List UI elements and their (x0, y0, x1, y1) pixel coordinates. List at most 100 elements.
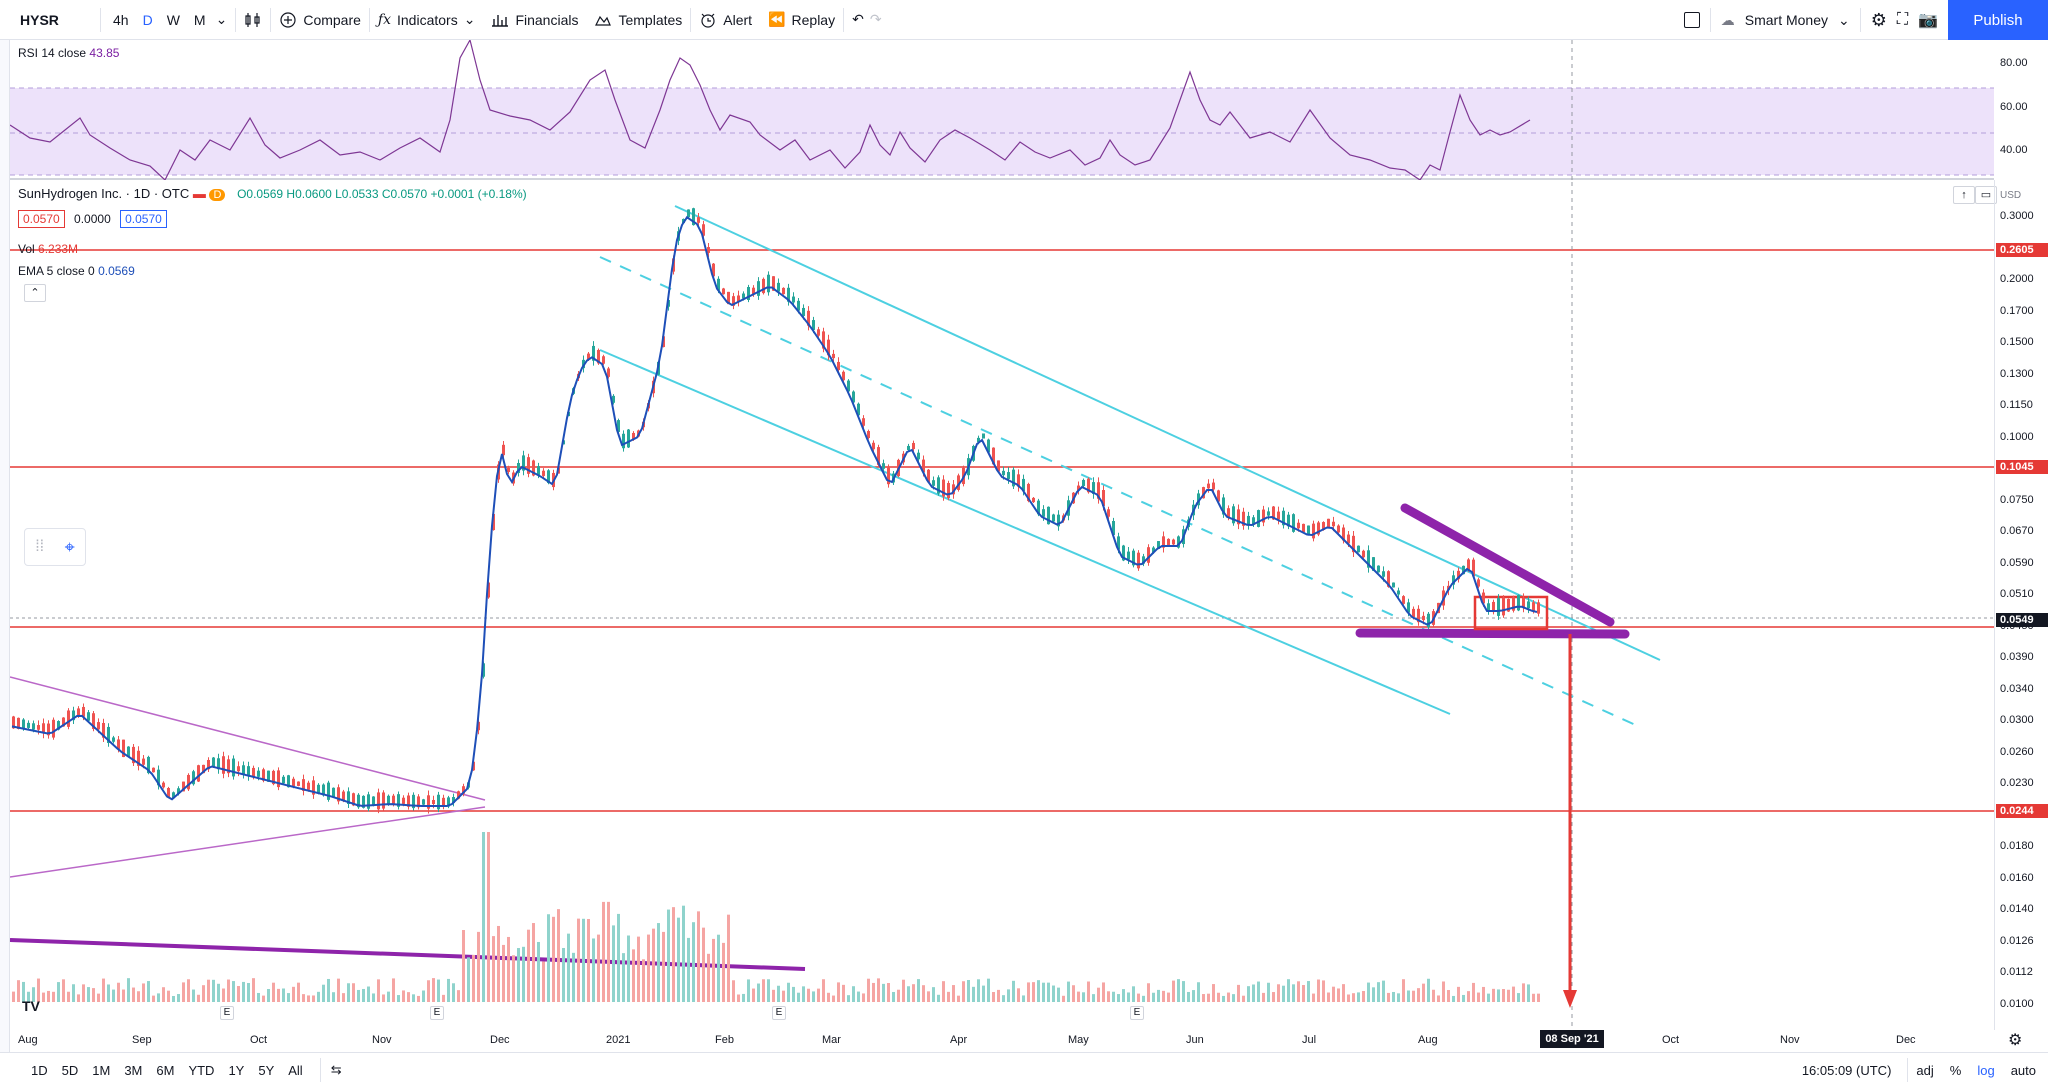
candle-body (357, 794, 360, 808)
earnings-marker[interactable]: E (1130, 1006, 1144, 1020)
volume-bar (442, 994, 445, 1002)
earnings-marker[interactable]: E (772, 1006, 786, 1020)
candle-body (77, 708, 80, 716)
compare-button[interactable]: Compare (271, 0, 369, 40)
candle-body (297, 781, 300, 786)
price-tick: 0.1700 (2000, 304, 2034, 317)
adj-toggle[interactable]: adj (1916, 1062, 1934, 1078)
percent-toggle[interactable]: % (1949, 1062, 1962, 1078)
auto-toggle[interactable]: auto (2010, 1062, 2036, 1078)
volume-bar (817, 988, 820, 1002)
replay-label: Replay (791, 11, 836, 28)
current-price-label: 0.0549 (1996, 613, 2048, 627)
log-toggle[interactable]: log (1977, 1062, 1995, 1078)
range-all[interactable]: All (288, 1062, 303, 1078)
volume-bar (867, 978, 870, 1002)
layout-name[interactable]: Smart Money (1744, 12, 1828, 28)
candle-body (827, 339, 830, 356)
range-ytd[interactable]: YTD (188, 1062, 215, 1078)
crosshair-icon[interactable]: ⌖ (64, 536, 75, 557)
currency-label[interactable]: USD (2000, 190, 2022, 201)
interval-m[interactable]: M (193, 11, 206, 28)
volume-bar (412, 994, 415, 1002)
volume-bar (847, 995, 850, 1002)
range-1d[interactable]: 1D (31, 1062, 48, 1078)
market-status-badge[interactable]: D (209, 189, 226, 201)
volume-bar (1452, 995, 1455, 1002)
chart-type-button[interactable] (236, 0, 270, 40)
maximize-pane-icon[interactable]: ▭ (1975, 186, 1997, 204)
collapse-legend-button[interactable]: ⌃ (24, 284, 46, 302)
volume-bar (1142, 995, 1145, 1002)
interval-w[interactable]: W (166, 11, 180, 28)
candle-body (412, 794, 415, 809)
alert-button[interactable]: Alert (691, 0, 760, 40)
candle-body (1372, 557, 1375, 571)
symbol-search[interactable]: HYSR (20, 11, 59, 28)
volume-bar (842, 984, 845, 1002)
candle-body (507, 467, 510, 473)
volume-bar (1402, 979, 1405, 1002)
candle-body (197, 765, 200, 782)
utc-clock[interactable]: 16:05:09 (UTC) (1801, 1062, 1892, 1078)
candle-body (1362, 550, 1365, 558)
templates-button[interactable]: Templates (586, 0, 690, 40)
ema-legend: EMA 5 close 0 0.0569 (18, 264, 135, 278)
interval-d[interactable]: D (142, 11, 153, 28)
candle-body (1282, 510, 1285, 526)
volume-bar (372, 993, 375, 1002)
candle-body (347, 791, 350, 805)
rsi-band (10, 88, 1994, 175)
candle-body (212, 757, 215, 768)
symbol-title[interactable]: SunHydrogen Inc. · 1D · OTC (18, 186, 190, 201)
goto-date-icon[interactable]: ⇆ (330, 1062, 342, 1077)
dots-handle-icon[interactable]: ⁞⁞ (35, 538, 45, 555)
chevron-down-icon[interactable]: ⌄ (215, 11, 228, 27)
price-tick: 0.0300 (2000, 714, 2034, 726)
volume-bar (1332, 986, 1335, 1002)
volume-bar (482, 832, 485, 1002)
range-5y[interactable]: 5Y (258, 1062, 275, 1078)
earnings-marker[interactable]: E (220, 1006, 234, 1020)
gear-icon[interactable]: ⚙ (1870, 9, 1887, 30)
volume-bar (392, 978, 395, 1002)
rsi-plot (10, 40, 1994, 180)
volume-bar (1067, 981, 1070, 1002)
candle-body (822, 331, 825, 349)
candle-body (1457, 570, 1460, 580)
interval-4h[interactable]: 4h (113, 11, 129, 28)
volume-bar (687, 937, 690, 1002)
financials-button[interactable]: Financials (483, 0, 586, 40)
volume-bar (977, 979, 980, 1002)
range-6m[interactable]: 6M (156, 1062, 175, 1078)
range-1m[interactable]: 1M (92, 1062, 111, 1078)
bid-price[interactable]: 0.0570 (18, 210, 65, 228)
compare-label: Compare (303, 11, 361, 28)
replay-button[interactable]: ⏪ Replay (760, 0, 843, 40)
candle-body (627, 429, 630, 448)
volume-bar (232, 981, 235, 1002)
indicators-button[interactable]: ƒx Indicators ⌄ (370, 0, 484, 40)
volume-bar (1132, 986, 1135, 1002)
candle-body (312, 780, 315, 795)
move-up-icon[interactable]: ↑ (1953, 186, 1975, 204)
price-tick: 0.1000 (2000, 430, 2034, 443)
candle-body (1092, 482, 1095, 494)
drawing-zoom-widget[interactable]: ⁞⁞ ⌖ (24, 528, 86, 566)
expand-icon[interactable]: ⛶ (1896, 11, 1909, 28)
candle-body (757, 281, 760, 296)
fullscreen-toggle-icon[interactable] (1683, 12, 1700, 28)
range-5d[interactable]: 5D (61, 1062, 79, 1078)
range-3m[interactable]: 3M (124, 1062, 143, 1078)
level-label-low: 0.0244 (1996, 804, 2048, 818)
candle-body (482, 663, 485, 677)
chevron-down-icon[interactable]: ⌄ (1838, 11, 1850, 28)
redo-icon[interactable]: ↷ (869, 11, 882, 27)
undo-icon[interactable]: ↶ (852, 11, 864, 27)
range-1y[interactable]: 1Y (228, 1062, 245, 1078)
camera-icon[interactable]: 📷 (1918, 12, 1938, 29)
publish-button[interactable]: Publish (1948, 0, 2048, 40)
gear-icon[interactable]: ⚙ (2008, 1032, 2023, 1049)
ask-price[interactable]: 0.0570 (120, 210, 167, 228)
earnings-marker[interactable]: E (430, 1006, 444, 1020)
